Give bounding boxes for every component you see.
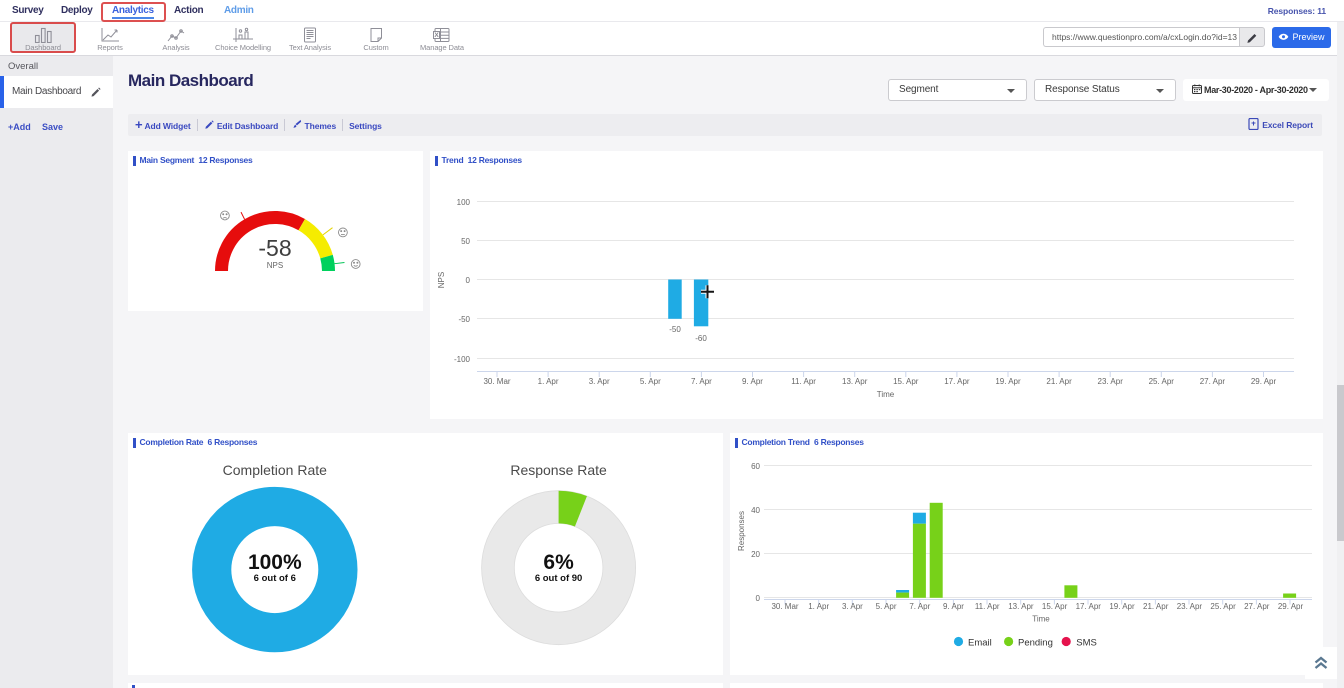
svg-text:20: 20: [751, 550, 760, 559]
svg-text:Responses: Responses: [737, 511, 746, 551]
svg-text:7. Apr: 7. Apr: [909, 602, 930, 611]
svg-text:25. Apr: 25. Apr: [1149, 377, 1175, 386]
svg-text:100: 100: [457, 198, 471, 207]
svg-text:3. Apr: 3. Apr: [842, 602, 863, 611]
svg-text:3. Apr: 3. Apr: [589, 377, 610, 386]
svg-text:50: 50: [461, 237, 470, 246]
svg-text:17. Apr: 17. Apr: [944, 377, 970, 386]
svg-text:15. Apr: 15. Apr: [893, 377, 919, 386]
svg-text:100%: 100%: [248, 551, 302, 574]
svg-text:9. Apr: 9. Apr: [943, 602, 964, 611]
svg-text:40: 40: [751, 506, 760, 515]
svg-text:Completion Rate: Completion Rate: [223, 462, 327, 478]
svg-text:29. Apr: 29. Apr: [1278, 602, 1304, 611]
svg-text:13. Apr: 13. Apr: [1008, 602, 1034, 611]
svg-text:NPS: NPS: [267, 261, 283, 270]
svg-text:11. Apr: 11. Apr: [791, 377, 816, 386]
svg-text:9. Apr: 9. Apr: [742, 377, 763, 386]
svg-text:-100: -100: [454, 355, 471, 364]
svg-text:13. Apr: 13. Apr: [842, 377, 868, 386]
svg-text:19. Apr: 19. Apr: [995, 377, 1021, 386]
svg-text:0: 0: [466, 276, 471, 285]
svg-text:25. Apr: 25. Apr: [1210, 602, 1236, 611]
svg-text:21. Apr: 21. Apr: [1143, 602, 1169, 611]
svg-text:0: 0: [756, 594, 761, 603]
svg-text:21. Apr: 21. Apr: [1046, 377, 1072, 386]
svg-text:-58: -58: [258, 235, 291, 261]
svg-text:1. Apr: 1. Apr: [808, 602, 829, 611]
svg-text:6 out of 90: 6 out of 90: [535, 573, 583, 584]
svg-text:5. Apr: 5. Apr: [640, 377, 661, 386]
svg-text:-50: -50: [458, 315, 470, 324]
svg-text:NPS: NPS: [437, 272, 446, 288]
svg-text:23. Apr: 23. Apr: [1098, 377, 1124, 386]
svg-text:30. Mar: 30. Mar: [771, 602, 798, 611]
svg-text:6 out of 6: 6 out of 6: [254, 573, 296, 584]
svg-text:27. Apr: 27. Apr: [1244, 602, 1270, 611]
svg-text:7. Apr: 7. Apr: [691, 377, 712, 386]
svg-text:Email: Email: [968, 638, 992, 649]
svg-text:27. Apr: 27. Apr: [1200, 377, 1226, 386]
svg-text:60: 60: [751, 462, 760, 471]
svg-text:-50: -50: [669, 325, 681, 334]
svg-text:SMS: SMS: [1076, 638, 1097, 649]
svg-text:Time: Time: [1032, 615, 1050, 624]
svg-text:19. Apr: 19. Apr: [1109, 602, 1135, 611]
svg-text:29. Apr: 29. Apr: [1251, 377, 1277, 386]
svg-text:17. Apr: 17. Apr: [1076, 602, 1102, 611]
svg-text:6%: 6%: [543, 551, 574, 574]
svg-text:Response Rate: Response Rate: [510, 462, 607, 478]
svg-text:5. Apr: 5. Apr: [876, 602, 897, 611]
svg-text:Time: Time: [877, 390, 895, 399]
svg-text:30. Mar: 30. Mar: [483, 377, 510, 386]
svg-text:Pending: Pending: [1018, 638, 1053, 649]
svg-text:23. Apr: 23. Apr: [1177, 602, 1203, 611]
svg-text:X: X: [434, 32, 439, 39]
svg-text:15. Apr: 15. Apr: [1042, 602, 1068, 611]
svg-text:-60: -60: [695, 334, 707, 343]
svg-text:1. Apr: 1. Apr: [538, 377, 559, 386]
svg-text:11. Apr: 11. Apr: [975, 602, 1000, 611]
